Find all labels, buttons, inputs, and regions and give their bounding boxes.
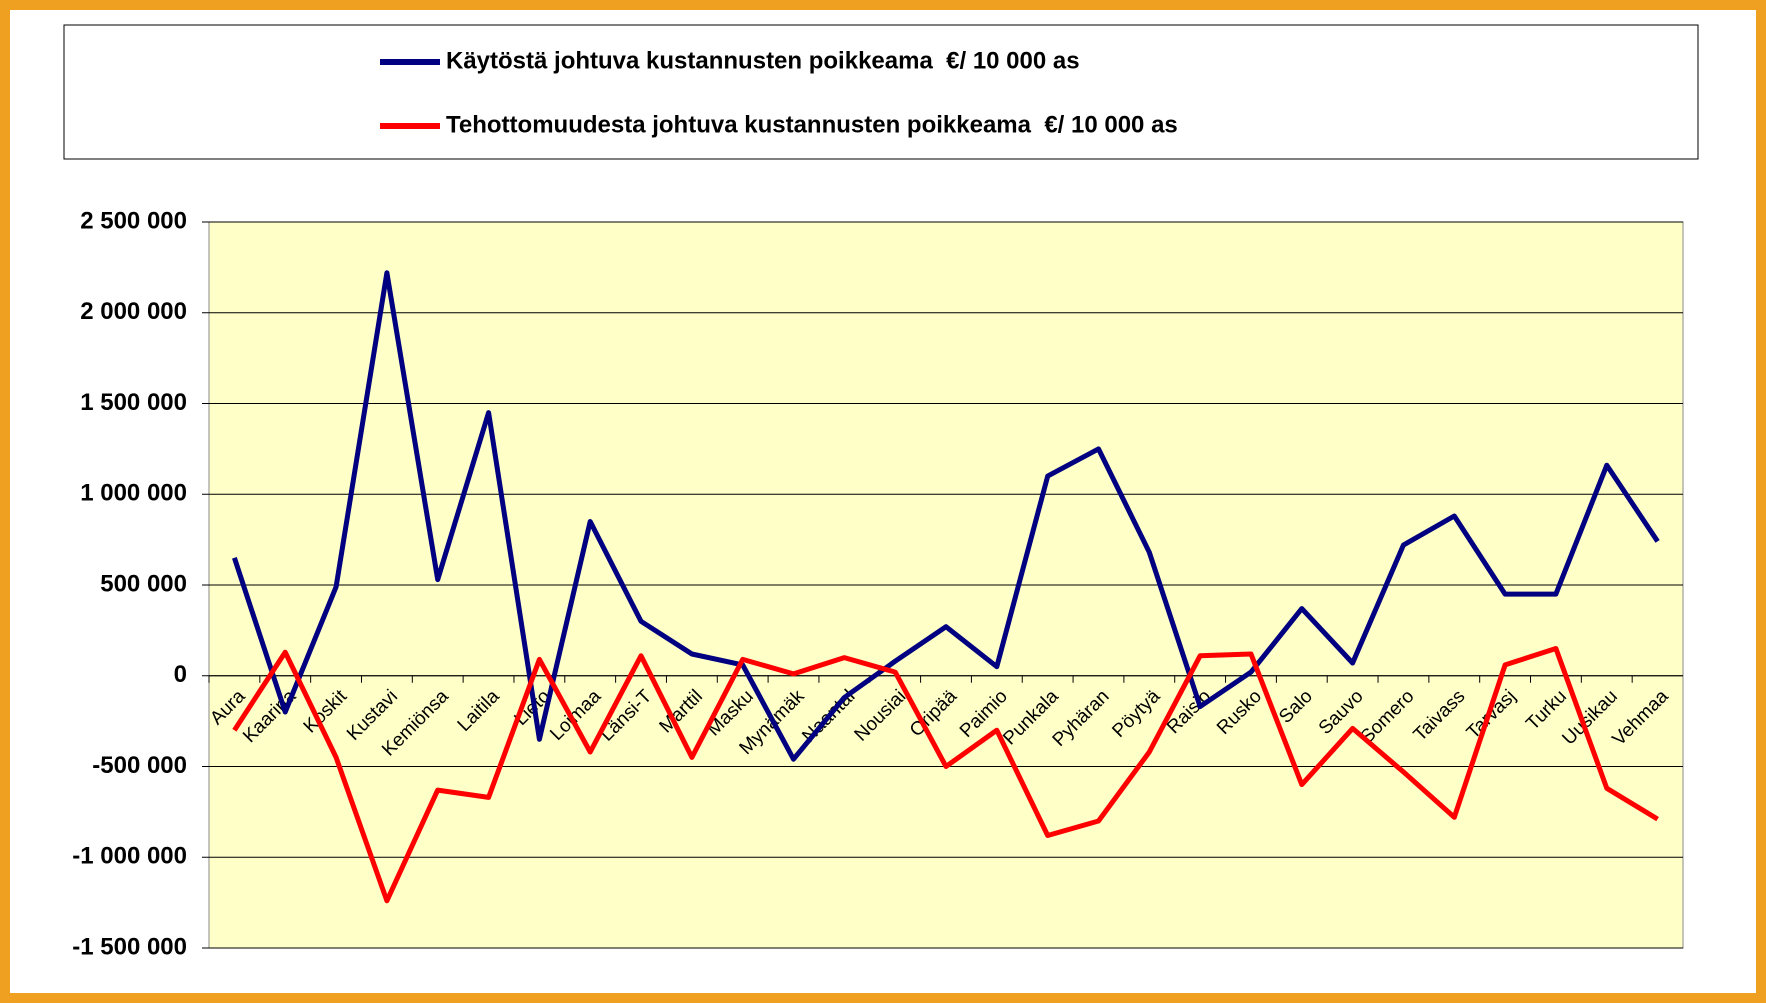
legend-label: Tehottomuudesta johtuva kustannusten poi… — [446, 111, 1178, 138]
series-line — [232, 646, 1659, 904]
series-line — [232, 270, 1660, 762]
y-tick-label: 2 000 000 — [80, 298, 187, 325]
y-tick-label: 500 000 — [100, 570, 187, 597]
y-tick-label: -1 500 000 — [72, 933, 187, 960]
y-tick-label: 0 — [174, 661, 187, 688]
y-tick-label: 1 000 000 — [80, 480, 187, 507]
y-tick-label: 1 500 000 — [80, 389, 187, 416]
legend-box — [63, 24, 1699, 160]
y-tick-label: 2 500 000 — [80, 207, 187, 234]
legend-label: Käytöstä johtuva kustannusten poikkeama … — [446, 47, 1080, 74]
y-tick-label: -1 000 000 — [72, 843, 187, 870]
y-tick-label: -500 000 — [92, 752, 187, 779]
